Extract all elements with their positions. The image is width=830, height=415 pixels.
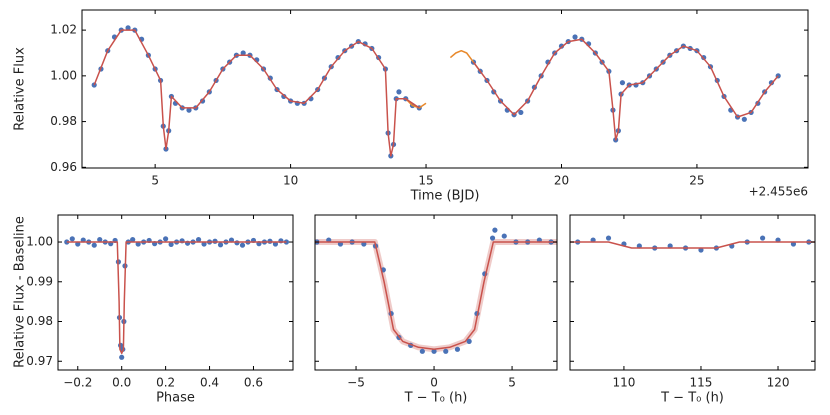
y-tick-label: 1.02 — [50, 23, 77, 37]
y-tick-label: 0.96 — [50, 160, 77, 174]
y-tick-label: 0.98 — [26, 314, 53, 328]
data-point — [163, 236, 169, 242]
y-tick-label: 0.97 — [26, 354, 53, 368]
x-tick-label: 0.2 — [156, 376, 175, 390]
data-point — [217, 242, 224, 248]
x-axis-label: T − T₀ (h) — [404, 391, 468, 406]
data-point — [91, 242, 97, 248]
data-point — [431, 348, 437, 354]
data-point — [501, 233, 507, 239]
data-point — [267, 238, 273, 244]
offset-label: +2.455e6 — [749, 185, 808, 199]
y-tick-label: 1.00 — [26, 235, 53, 249]
data-point — [195, 237, 202, 243]
data-point — [119, 354, 125, 360]
data-point — [396, 89, 402, 95]
x-tick-label: −5 — [347, 376, 365, 390]
data-point — [518, 109, 524, 116]
data-point — [619, 80, 626, 86]
axes-frame — [57, 214, 294, 371]
x-axis-label: Phase — [156, 391, 195, 406]
data-point — [572, 34, 578, 40]
data-point — [168, 241, 174, 248]
model-line — [405, 49, 481, 109]
data-point — [741, 116, 747, 122]
data-point — [97, 237, 103, 243]
data-point — [69, 236, 75, 242]
plot-area — [570, 235, 815, 253]
model-line — [570, 241, 815, 249]
x-tick-label: −0.2 — [63, 376, 92, 390]
x-tick-label: 110 — [612, 376, 635, 390]
x-tick-label: 15 — [418, 174, 433, 188]
x-tick-label: 115 — [690, 376, 713, 390]
data-point — [760, 235, 766, 241]
x-tick-label: 5 — [151, 174, 159, 188]
x-tick-label: 120 — [767, 376, 790, 390]
y-tick-label: 0.99 — [26, 274, 53, 288]
x-tick-label: 0.6 — [244, 376, 263, 390]
x-tick-label: 5 — [508, 376, 516, 390]
x-tick-label: 20 — [554, 174, 569, 188]
data-point — [489, 235, 496, 241]
x-tick-label: 10 — [283, 174, 298, 188]
plot-area — [91, 25, 781, 159]
data-point — [240, 50, 246, 56]
data-point — [234, 240, 240, 246]
y-tick-label: 1.00 — [50, 68, 77, 82]
data-point — [605, 235, 612, 241]
data-point — [239, 242, 246, 248]
model-line — [315, 239, 557, 353]
data-point — [186, 107, 192, 113]
axes-frame — [314, 214, 558, 371]
model-line — [93, 29, 779, 157]
plot-area — [315, 227, 557, 354]
x-tick-label: 25 — [689, 174, 704, 188]
data-point — [212, 238, 218, 244]
y-axis-label: Relative Flux - Baseline — [13, 216, 28, 368]
data-point — [454, 346, 461, 352]
data-point — [466, 338, 472, 344]
y-tick-label: 0.98 — [50, 114, 77, 128]
y-axis-label: Relative Flux — [13, 47, 28, 131]
x-axis-label: Time (BJD) — [410, 189, 480, 204]
x-axis-label: T − T₀ (h) — [660, 391, 724, 406]
x-tick-label: 0 — [430, 376, 438, 390]
axes-frame — [569, 214, 816, 371]
data-point — [125, 25, 131, 31]
data-point — [492, 227, 498, 233]
data-point — [64, 239, 70, 245]
data-point — [130, 237, 136, 243]
model-line — [315, 241, 557, 351]
axes-frame — [81, 9, 809, 169]
data-point — [443, 348, 449, 354]
x-tick-label: 0.0 — [112, 376, 131, 390]
data-point — [419, 348, 425, 354]
model-line — [66, 241, 287, 355]
data-point — [283, 239, 290, 245]
x-tick-label: 0.4 — [200, 376, 219, 390]
plot-area — [64, 236, 290, 360]
